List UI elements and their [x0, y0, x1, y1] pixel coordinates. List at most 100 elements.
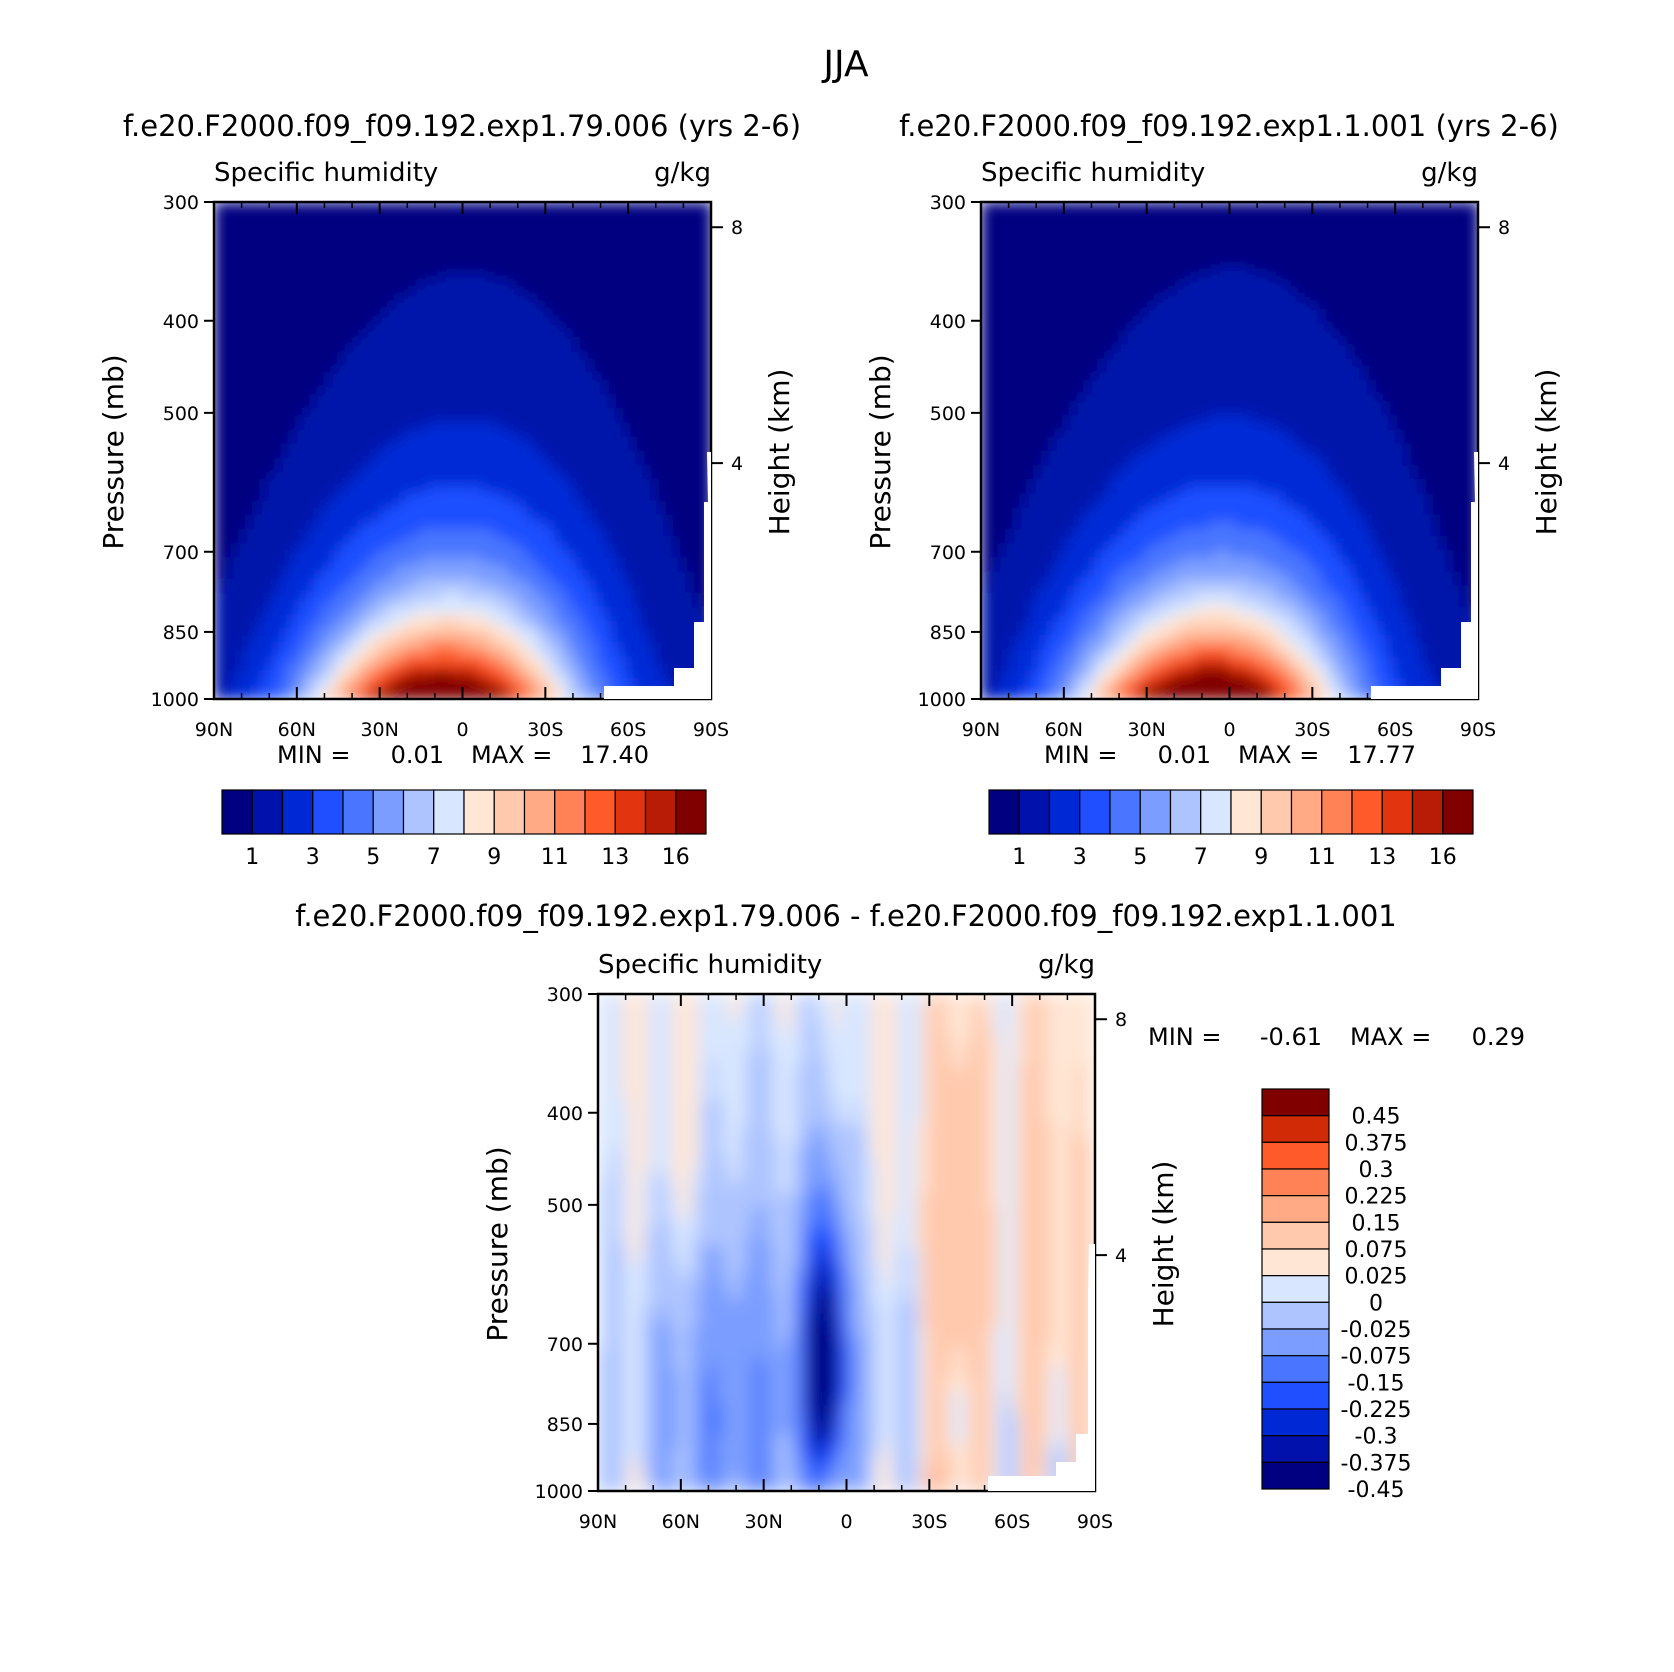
contour-cell	[348, 280, 357, 289]
contour-cell	[327, 691, 336, 699]
contour-cell	[618, 230, 627, 239]
contour-cell	[490, 649, 499, 658]
contour-cell	[483, 514, 492, 523]
contour-cell	[363, 549, 372, 558]
contour-cell	[306, 429, 315, 438]
contour-cell	[647, 649, 656, 658]
contour-cell	[214, 677, 223, 686]
contour-cell	[398, 500, 407, 509]
contour-cell	[618, 365, 627, 374]
contour-cell	[448, 642, 457, 651]
contour-cell	[313, 216, 322, 225]
contour-cell	[689, 521, 698, 530]
contour-cell	[689, 344, 698, 353]
contour-cell	[285, 464, 294, 473]
contour-cell	[689, 620, 698, 629]
contour-cell	[214, 294, 223, 303]
contour-cell	[483, 613, 492, 622]
contour-cell	[228, 244, 237, 253]
contour-cell	[654, 265, 663, 274]
contour-cell	[703, 429, 711, 438]
contour-cell	[661, 287, 670, 296]
contour-cell	[384, 649, 393, 658]
contour-cell	[505, 301, 514, 310]
contour-cell	[419, 407, 428, 416]
contour-cell	[221, 592, 230, 601]
contour-cell	[547, 514, 556, 523]
contour-cell	[277, 535, 286, 544]
contour-cell	[696, 244, 705, 253]
contour-cell	[256, 443, 265, 452]
contour-cell	[505, 216, 514, 225]
contour-cell	[263, 535, 272, 544]
contour-cell	[675, 358, 684, 367]
contour-cell	[228, 223, 237, 232]
contour-cell	[398, 315, 407, 324]
contour-cell	[498, 656, 507, 665]
contour-cell	[526, 308, 535, 317]
contour-cell	[640, 244, 649, 253]
contour-cell	[569, 606, 578, 615]
contour-cell	[547, 400, 556, 409]
contour-cell	[590, 599, 599, 608]
contour-cell	[625, 493, 634, 502]
contour-cell	[320, 244, 329, 253]
contour-cell	[384, 635, 393, 644]
contour-cell	[498, 635, 507, 644]
contour-cell	[235, 535, 244, 544]
contour-cell	[320, 287, 329, 296]
contour-cell	[306, 670, 315, 679]
contour-cell	[341, 571, 350, 580]
contour-cell	[540, 315, 549, 324]
x-tick-label: 60N	[278, 719, 316, 741]
contour-cell	[689, 358, 698, 367]
contour-cell	[427, 464, 436, 473]
contour-cell	[419, 592, 428, 601]
contour-cell	[583, 564, 592, 573]
contour-cell	[476, 656, 485, 665]
contour-cell	[455, 599, 464, 608]
contour-cell	[448, 301, 457, 310]
contour-cell	[632, 493, 641, 502]
contour-cell	[292, 294, 301, 303]
contour-cell	[427, 549, 436, 558]
contour-cell	[398, 528, 407, 537]
contour-cell	[526, 443, 535, 452]
contour-cell	[249, 372, 258, 381]
contour-cell	[512, 628, 521, 637]
contour-cell	[661, 514, 670, 523]
contour-cell	[569, 542, 578, 551]
contour-cell	[689, 329, 698, 338]
contour-cell	[434, 670, 443, 679]
contour-cell	[526, 663, 535, 672]
contour-cell	[483, 379, 492, 388]
contour-cell	[363, 436, 372, 445]
contour-cell	[611, 592, 620, 601]
contour-cell	[263, 635, 272, 644]
contour-cell	[604, 542, 613, 551]
contour-cell	[292, 287, 301, 296]
contour-cell	[242, 507, 251, 516]
contour-cell	[320, 386, 329, 395]
contour-cell	[689, 571, 698, 580]
contour-cell	[313, 493, 322, 502]
contour-cell	[476, 429, 485, 438]
contour-cell	[419, 273, 428, 282]
contour-cell	[590, 315, 599, 324]
contour-cell	[526, 223, 535, 232]
contour-cell	[348, 606, 357, 615]
contour-cell	[214, 358, 223, 367]
contour-cell	[668, 351, 677, 360]
contour-cell	[441, 386, 450, 395]
contour-cell	[313, 549, 322, 558]
contour-cell	[405, 344, 414, 353]
contour-cell	[249, 493, 258, 502]
contour-cell	[363, 514, 372, 523]
contour-cell	[434, 642, 443, 651]
contour-cell	[469, 464, 478, 473]
contour-cell	[462, 436, 471, 445]
contour-cell	[441, 209, 450, 218]
panel-1: f.e20.F2000.f09_f09.192.exp1.79.006 (yrs…	[97, 109, 801, 870]
contour-cell	[561, 514, 570, 523]
contour-cell	[604, 635, 613, 644]
